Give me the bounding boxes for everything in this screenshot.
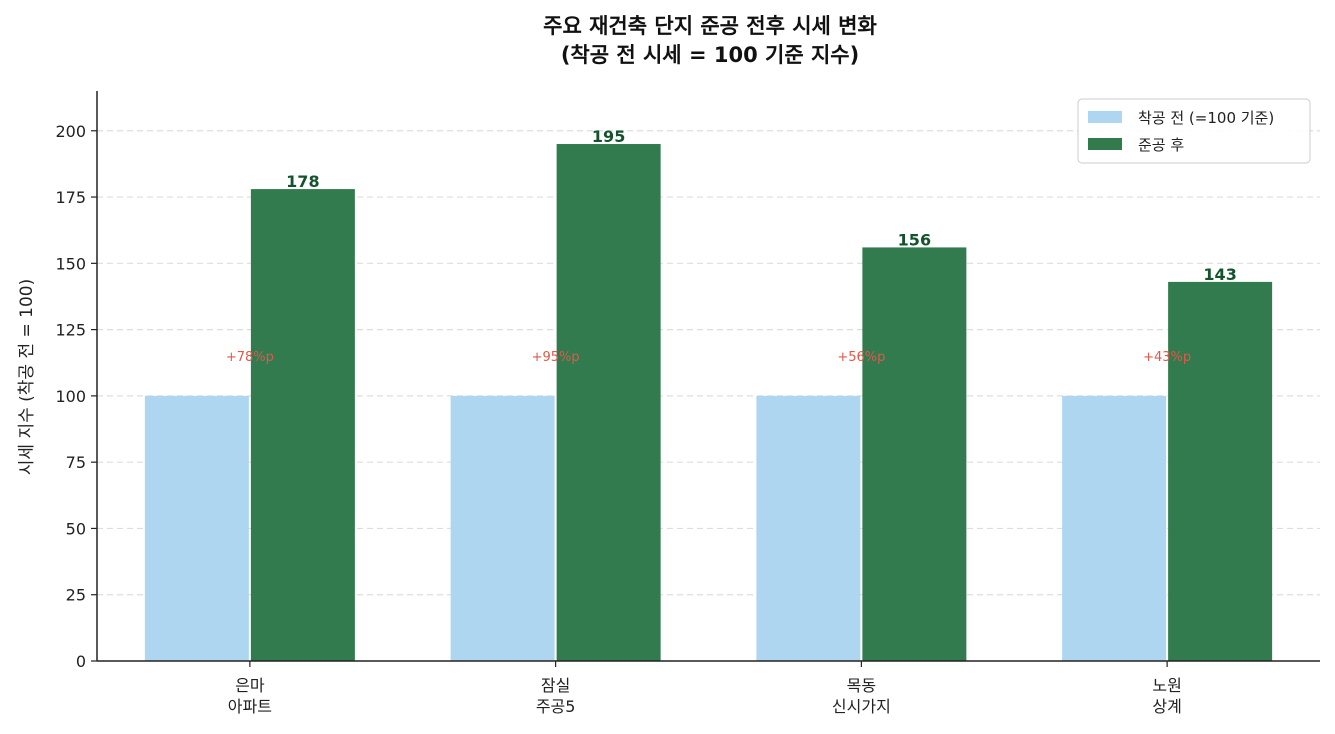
bar-before (756, 395, 861, 661)
y-tick-label: 200 (55, 122, 86, 141)
y-tick-label: 125 (55, 321, 86, 340)
bar-before (144, 395, 249, 661)
data-label: 195 (592, 127, 625, 146)
change-annotation: +56%p (837, 350, 885, 365)
x-tick-label: 잠실 (541, 676, 570, 695)
data-label: 143 (1203, 265, 1236, 284)
change-annotation: +43%p (1143, 350, 1191, 365)
legend-label: 준공 후 (1138, 136, 1184, 154)
x-tick-label: 상계 (1152, 697, 1181, 716)
y-tick-label: 25 (66, 586, 86, 605)
chart-title-line-1: 주요 재건축 단지 준공 전후 시세 변화 (543, 14, 877, 38)
legend: 착공 전 (=100 기준) 준공 후 (1077, 98, 1311, 164)
y-tick-label: 100 (55, 387, 86, 406)
y-tick-label: 50 (66, 519, 86, 538)
bar-before (450, 395, 555, 661)
bar-after (556, 144, 661, 661)
y-tick-label: 175 (55, 188, 86, 207)
bar-after (1168, 281, 1273, 661)
data-label: 178 (286, 172, 319, 191)
change-annotation: +95%p (532, 350, 580, 365)
y-axis-ticks: 0 25 50 75 100 125 150 175 200 (55, 122, 97, 671)
chart-title: 주요 재건축 단지 준공 전후 시세 변화 (착공 전 시세 = 100 기준 … (543, 14, 877, 67)
y-tick-label: 0 (76, 652, 86, 671)
change-annotation: +78%p (226, 350, 274, 365)
chart-title-line-2: (착공 전 시세 = 100 기준 지수) (561, 43, 859, 67)
x-tick-label: 은마 (235, 676, 265, 695)
x-tick-label: 주공5 (536, 697, 576, 716)
bar-after (862, 247, 967, 661)
y-axis-label: 시세 지수 (착공 전 = 100) (17, 279, 37, 475)
x-tick-label: 아파트 (228, 697, 272, 716)
legend-swatch (1088, 111, 1122, 123)
x-tick-label: 목동 (847, 676, 876, 695)
y-tick-label: 150 (55, 254, 86, 273)
legend-label: 착공 전 (=100 기준) (1138, 109, 1274, 127)
legend-swatch (1088, 138, 1122, 150)
x-tick-label: 노원 (1152, 676, 1181, 695)
x-tick-label: 신시가지 (832, 697, 891, 716)
bars (144, 144, 1273, 661)
bar-before (1062, 395, 1167, 661)
data-label: 156 (898, 230, 931, 249)
data-labels: 178 +78%p 195 +95%p 156 +56%p 143 +43%p (226, 127, 1237, 365)
y-tick-label: 75 (66, 453, 86, 472)
axes (96, 91, 1320, 662)
legend-box (1077, 98, 1311, 164)
bar-after (250, 189, 355, 661)
